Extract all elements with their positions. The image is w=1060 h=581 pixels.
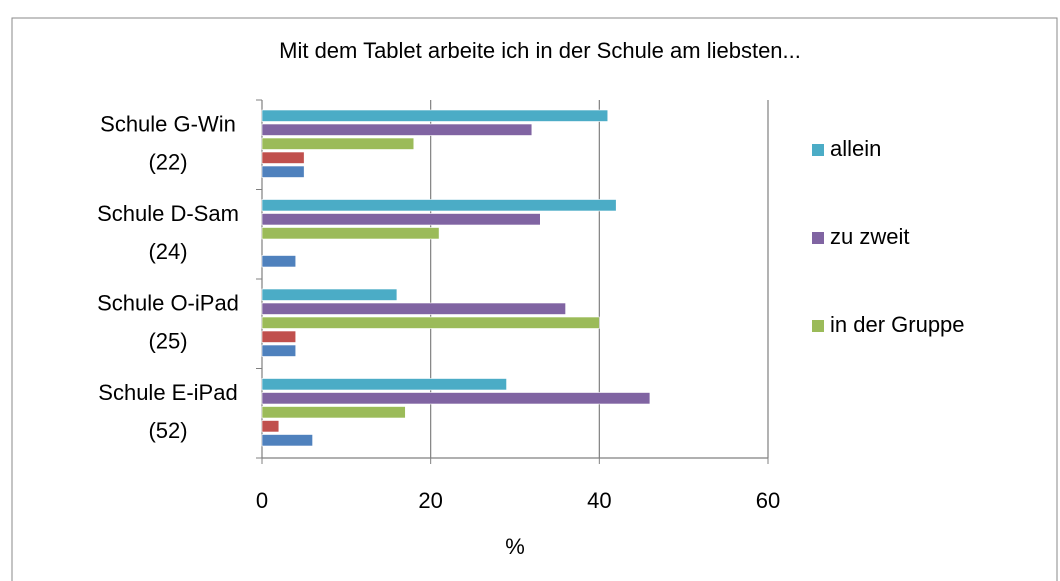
y-tick-label: (22)	[148, 150, 187, 175]
x-axis-label: %	[505, 534, 525, 559]
bar	[261, 137, 415, 150]
bar	[261, 344, 297, 357]
bar	[261, 420, 280, 433]
y-tick-label: Schule O-iPad	[97, 291, 239, 316]
bar	[261, 434, 313, 447]
legend-swatch	[812, 144, 824, 156]
bar	[261, 123, 533, 136]
y-tick-label: Schule G-Win	[100, 112, 236, 137]
bar	[261, 392, 651, 405]
y-tick-label: (25)	[148, 329, 187, 354]
bar	[261, 330, 297, 343]
bar	[261, 227, 440, 240]
y-tick-label: Schule E-iPad	[98, 380, 237, 405]
y-tick-label: (24)	[148, 239, 187, 264]
bar	[261, 213, 541, 226]
bar	[261, 288, 398, 301]
bar	[261, 151, 305, 164]
x-tick-label: 0	[256, 488, 268, 513]
legend-label: zu zweit	[830, 224, 909, 249]
legend-swatch	[812, 232, 824, 244]
legend-label: allein	[830, 136, 881, 161]
x-tick-label: 20	[418, 488, 442, 513]
legend-swatch	[812, 320, 824, 332]
y-tick-label: (52)	[148, 418, 187, 443]
chart-title: Mit dem Tablet arbeite ich in der Schule…	[279, 38, 801, 63]
bar	[261, 302, 566, 315]
bar	[261, 109, 609, 122]
bar	[261, 199, 617, 212]
bar	[261, 255, 297, 268]
bar	[261, 378, 507, 391]
legend-label: in der Gruppe	[830, 312, 965, 337]
bar	[261, 165, 305, 178]
x-tick-label: 60	[756, 488, 780, 513]
bar	[261, 316, 600, 329]
bar	[261, 406, 406, 419]
y-tick-label: Schule D-Sam	[97, 201, 239, 226]
x-tick-label: 40	[587, 488, 611, 513]
